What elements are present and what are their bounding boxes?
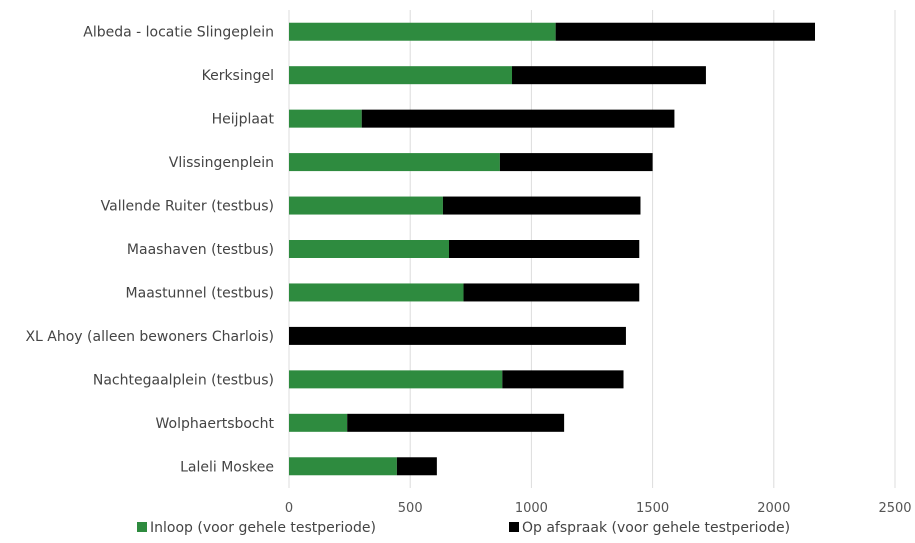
category-label: Albeda - locatie Slingeplein: [83, 25, 274, 41]
category-label: Nachtegaalplein (testbus): [93, 372, 274, 388]
bar-op-afspraak: [347, 413, 565, 432]
category-label: Kerksingel: [202, 68, 274, 84]
x-tick-label: 1000: [515, 501, 548, 516]
legend-label: Op afspraak (voor gehele testperiode): [522, 520, 790, 536]
bar-inloop: [289, 457, 397, 476]
bar-inloop: [289, 196, 443, 215]
legend-label: Inloop (voor gehele testperiode): [150, 520, 376, 536]
bar-inloop: [289, 283, 464, 302]
category-label: Maashaven (testbus): [127, 242, 274, 258]
bar-op-afspraak: [555, 22, 816, 41]
bar-inloop: [289, 240, 449, 258]
x-tick-label: 2000: [757, 501, 790, 516]
bar-op-afspraak: [396, 457, 437, 476]
bars: [289, 22, 816, 476]
x-tick-label: 0: [285, 501, 293, 516]
bar-op-afspraak: [499, 153, 653, 172]
x-axis-ticks: 0 500 1000 1500 2000 2500: [285, 501, 912, 516]
category-label: Maastunnel (testbus): [126, 285, 274, 301]
bar-inloop: [289, 66, 513, 85]
bar-inloop: [289, 413, 348, 432]
bar-op-afspraak: [448, 240, 640, 258]
bar-op-afspraak: [502, 370, 624, 389]
legend: Inloop (voor gehele testperiode) Op afspr…: [137, 520, 790, 536]
category-label: Vallende Ruiter (testbus): [101, 199, 274, 215]
bar-op-afspraak: [463, 283, 640, 302]
bar-op-afspraak: [442, 196, 641, 215]
bar-op-afspraak: [512, 66, 706, 85]
x-tick-label: 2500: [878, 501, 911, 516]
bar-inloop: [289, 153, 500, 172]
category-label: Vlissingenplein: [169, 155, 274, 171]
bar-inloop: [289, 109, 362, 128]
category-label: Laleli Moskee: [180, 459, 274, 475]
category-label: Heijplaat: [212, 112, 275, 128]
category-label: Wolphaertsbocht: [156, 416, 275, 432]
x-tick-label: 500: [398, 501, 423, 516]
bar-inloop: [289, 370, 503, 389]
legend-swatch: [509, 522, 519, 532]
bar-op-afspraak: [289, 326, 626, 345]
bar-inloop: [289, 22, 556, 41]
bar-op-afspraak: [361, 109, 675, 128]
category-label: XL Ahoy (alleen bewoners Charlois): [25, 329, 274, 345]
x-tick-label: 1500: [636, 501, 669, 516]
category-labels: Albeda - locatie Slingeplein Kerksingel He…: [25, 25, 274, 476]
legend-swatch: [137, 522, 147, 532]
